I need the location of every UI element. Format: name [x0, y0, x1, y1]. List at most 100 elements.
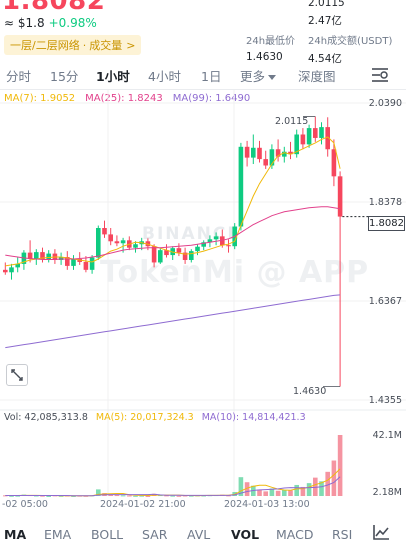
candle-body [120, 240, 126, 244]
stat-value-low: 1.4630 [246, 51, 283, 63]
tab-more[interactable]: 更多 [240, 66, 277, 85]
candle-body [275, 149, 281, 157]
volume-bar [15, 495, 20, 497]
volume-bar [263, 491, 268, 496]
indicator-rsi[interactable]: RSI [332, 527, 353, 540]
fiat-price: ≈ $1.8 +0.98% [4, 16, 97, 30]
caret-down-icon [268, 75, 277, 80]
candle-body [213, 236, 219, 240]
ma7-line [5, 136, 341, 267]
volume-bar [282, 489, 287, 496]
indicator-macd[interactable]: MACD [276, 527, 314, 540]
candle-body [288, 151, 293, 155]
tag-separator: · [82, 38, 87, 52]
volume-bar [127, 495, 132, 497]
x-axis-label: 2024-01-03 13:00 [224, 499, 310, 510]
price-axis-label: 2.0390 [368, 98, 402, 109]
indicator-sar[interactable]: SAR [142, 527, 168, 540]
candle-body [158, 250, 163, 263]
indicator-avl[interactable]: AVL [187, 527, 211, 540]
ma99-label: MA(99): 1.6490 [172, 93, 251, 104]
indicator-settings-icon[interactable] [372, 524, 390, 540]
chevron-right-icon: > [126, 38, 136, 52]
candle-body [282, 151, 287, 157]
tab-1d[interactable]: 1日 [201, 69, 222, 84]
price-header: 1.8082 ≈ $1.8 +0.98% 一层/二层网络 · 成交量 > 2.01… [0, 0, 406, 65]
volume-bar [46, 495, 51, 497]
candle-body [238, 146, 244, 227]
volume-bar [139, 495, 144, 497]
candle-body [3, 269, 8, 273]
tag-layer-network[interactable]: 一层/二层网络 [10, 39, 80, 52]
low-marker: 1.4630 [293, 386, 327, 397]
candle-body [65, 257, 70, 266]
candle-body [133, 244, 138, 248]
candle-body [337, 176, 343, 217]
expand-icon[interactable] [6, 364, 28, 386]
volume-bar [325, 471, 330, 496]
volume-axis-bottom: 2.18M [372, 487, 402, 498]
candle-body [201, 242, 206, 247]
candle-body [34, 252, 39, 260]
category-tags[interactable]: 一层/二层网络 · 成交量 > [4, 35, 142, 55]
volume-bar [133, 495, 138, 497]
candle-body [9, 267, 14, 273]
volume-legend: Vol: 42,085,313.8 MA(5): 20,017,324.3 MA… [4, 412, 306, 423]
volume-bar [337, 435, 343, 496]
volume-bar [71, 495, 76, 497]
chart-grid [0, 90, 406, 496]
candle-body [306, 128, 312, 145]
stat-value-turnover: 4.54亿 [308, 53, 342, 65]
high-marker: 2.0115 [275, 116, 309, 127]
indicator-tabs: MA EMA BOLL SAR AVL VOL MACD RSI [0, 522, 406, 540]
candles [3, 116, 343, 387]
candle-body [108, 234, 113, 242]
tab-4h[interactable]: 4小时 [148, 69, 181, 84]
volume-bar [275, 490, 281, 496]
ma99-line [5, 294, 341, 349]
tab-time-share[interactable]: 分时 [6, 69, 32, 84]
volume-bar [244, 482, 250, 496]
volume-bar [238, 477, 244, 496]
volume-bar [108, 494, 113, 496]
indicator-ma[interactable]: MA [4, 527, 27, 540]
volume-bar [300, 486, 306, 496]
volume-bar [294, 484, 299, 496]
price-change: +0.98% [48, 16, 97, 30]
volume-bar [120, 495, 126, 497]
volume-bar [96, 489, 101, 496]
stat-label [246, 0, 308, 9]
candle-body [257, 147, 262, 160]
stat-label-turnover: 24h成交额(USDT) [308, 36, 393, 47]
candle-body [195, 246, 200, 252]
vol-ma10-label: MA(10): 14,814,421.3 [201, 412, 306, 423]
tag-volume[interactable]: 成交量 [89, 39, 123, 52]
chart-settings-icon[interactable] [370, 66, 390, 84]
indicator-boll[interactable]: BOLL [91, 527, 124, 540]
indicator-vol[interactable]: VOL [231, 527, 260, 540]
tab-15m[interactable]: 15分 [50, 69, 79, 84]
candle-body [244, 146, 250, 158]
candle-body [89, 257, 95, 270]
tab-1h[interactable]: 1小时 [96, 69, 130, 84]
candle-body [207, 239, 213, 243]
candle-body [251, 147, 256, 158]
candle-body [27, 252, 33, 260]
fiat-price-value: ≈ $1.8 [4, 16, 45, 30]
stats-panel: 2.0115 2.47亿 24h最低价 24h成交额(USDT) 1.4630 … [246, 0, 398, 66]
tab-depth[interactable]: 深度图 [298, 69, 336, 84]
candle-body [319, 127, 324, 138]
volume-bar [288, 490, 293, 496]
indicator-ema[interactable]: EMA [44, 527, 72, 540]
candlestick-chart[interactable] [0, 90, 406, 500]
volume-bar [145, 495, 151, 497]
tabs-divider [0, 89, 406, 90]
candle-body [71, 259, 76, 266]
candle-body [226, 245, 231, 247]
volume-bar [9, 495, 14, 497]
ma25-label: MA(25): 1.8243 [85, 93, 163, 104]
candle-body [176, 248, 182, 253]
volume-bar [313, 477, 318, 496]
stat-label-low: 24h最低价 [246, 36, 296, 47]
volume-bar [201, 495, 206, 497]
